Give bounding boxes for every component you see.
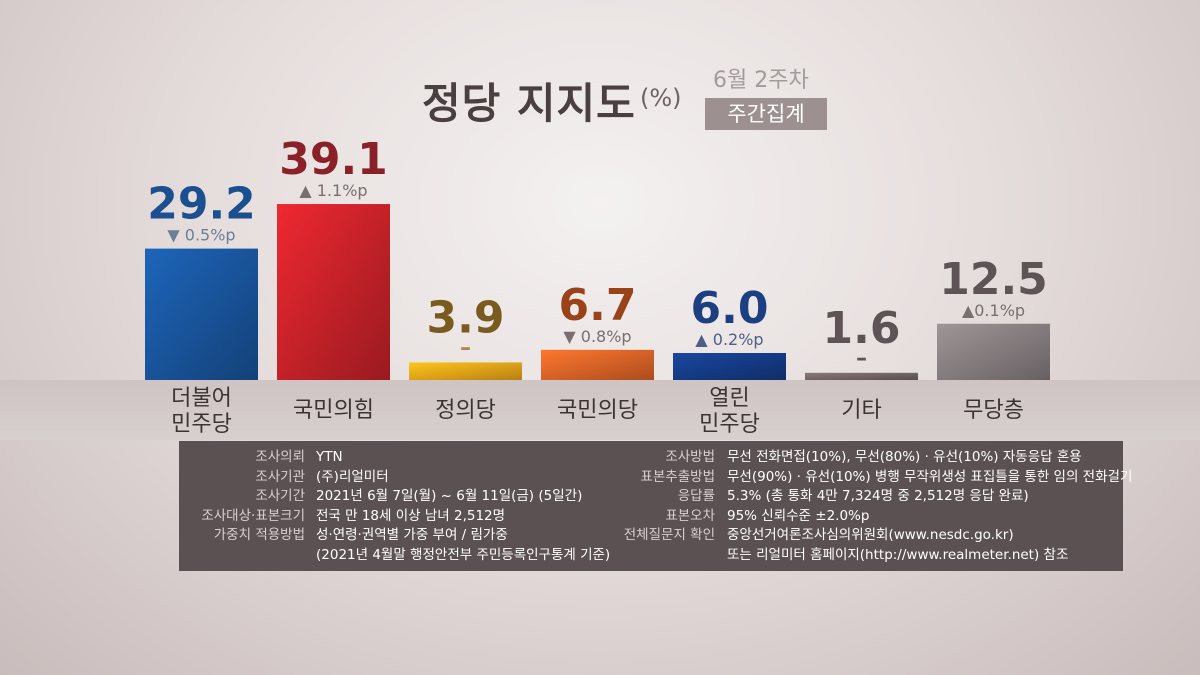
change-label: ▲0.1%p <box>962 301 1025 320</box>
category-label-line: 민주당 <box>699 412 760 437</box>
survey-key: 조사의뢰 <box>255 449 305 465</box>
value-label: 3.9 <box>427 292 505 343</box>
aggregation-badge: 주간집계 <box>705 98 827 130</box>
bar-더불어민주당 <box>145 248 258 380</box>
category-label: 열린 민주당 <box>665 386 795 438</box>
survey-key: 조사대상·표본크기 <box>201 507 305 524</box>
survey-value: 성·연령·권역별 가중 부여 / 림가중 <box>316 527 508 543</box>
category-label: 국민의힘 <box>269 398 399 424</box>
survey-value: 5.3% (총 통화 4만 7,324명 중 2,512명 응답 완료) <box>727 488 1029 504</box>
bar-국민의힘 <box>277 204 390 380</box>
change-label: – <box>856 346 867 371</box>
category-label: 무당층 <box>929 398 1059 424</box>
category-label: 정의당 <box>401 398 531 424</box>
survey-key: 응답률 <box>677 488 715 504</box>
bar-국민의당 <box>541 349 654 380</box>
category-label-line: 민주당 <box>171 412 232 437</box>
bar-열린민주당 <box>673 353 786 380</box>
value-label: 1.6 <box>823 303 901 354</box>
survey-value: 전국 만 18세 이상 남녀 2,512명 <box>316 507 506 524</box>
category-label: 더불어 민주당 <box>137 386 267 438</box>
survey-key: 전체질문지 확인 <box>623 527 715 543</box>
chart-header: 정당 지지도 (%) 6월 2주차 주간집계 <box>0 0 1200 140</box>
survey-value: 무선(90%) · 유선(10%) 병행 무작위생성 표집틀을 통한 임의 전화… <box>727 468 1133 485</box>
survey-key: 표본오차 <box>665 507 715 524</box>
period-label: 6월 2주차 <box>713 68 809 93</box>
survey-value: 또는 리얼미터 홈페이지(http://www.realmeter.net) 참… <box>727 546 1069 563</box>
survey-key: 가중치 적용방법 <box>213 527 305 543</box>
change-label: ▼ 0.8%p <box>563 327 631 346</box>
category-label-line: 기타 <box>841 398 882 423</box>
category-label: 국민의당 <box>533 398 663 424</box>
category-label-line: 정의당 <box>435 398 496 423</box>
category-label-line: 더불어 <box>171 386 232 411</box>
chart-title: 정당 지지도 <box>422 79 636 128</box>
survey-value: (주)리얼미터 <box>316 468 389 485</box>
change-label: ▲ 0.2%p <box>695 330 763 349</box>
survey-key: 조사방법 <box>665 449 715 465</box>
value-label: 12.5 <box>939 254 1048 305</box>
category-label: 기타 <box>797 398 927 424</box>
survey-value: 95% 신뢰수준 ±2.0%p <box>727 507 870 524</box>
bar-chart: 29.2▼ 0.5%p39.1▲ 1.1%p3.9–6.7▼ 0.8%p6.0▲… <box>145 134 1050 380</box>
survey-key: 조사기관 <box>255 468 305 485</box>
bar-기타 <box>805 372 918 380</box>
bar-정의당 <box>409 362 522 380</box>
change-label: – <box>460 335 471 360</box>
value-label: 39.1 <box>279 134 388 185</box>
chart-unit: (%) <box>640 84 682 112</box>
value-label: 29.2 <box>147 179 256 230</box>
survey-value: 무선 전화면접(10%), 무선(80%) · 유선(10%) 자동응답 혼용 <box>727 449 1082 465</box>
category-label-line: 국민의당 <box>557 398 638 423</box>
survey-key: 조사기간 <box>255 488 305 504</box>
bar-무당층 <box>937 323 1050 380</box>
survey-value: 중앙선거여론조사심의위원회(www.nesdc.go.kr) <box>727 527 1014 543</box>
value-label: 6.7 <box>559 280 637 331</box>
category-label-line: 국민의힘 <box>293 398 374 423</box>
category-band <box>0 380 1200 440</box>
category-label-line: 무당층 <box>963 398 1024 423</box>
survey-value: 2021년 6월 7일(월) ~ 6월 11일(금) (5일간) <box>316 488 583 504</box>
change-label: ▼ 0.5%p <box>167 226 235 245</box>
change-label: ▲ 1.1%p <box>299 181 367 200</box>
category-label-line: 열린 <box>709 386 750 411</box>
survey-value: (2021년 4월말 행정안전부 주민등록인구통계 기준) <box>316 546 611 563</box>
value-label: 6.0 <box>691 283 769 334</box>
survey-key: 표본추출방법 <box>640 468 715 485</box>
survey-value: YTN <box>316 449 343 465</box>
